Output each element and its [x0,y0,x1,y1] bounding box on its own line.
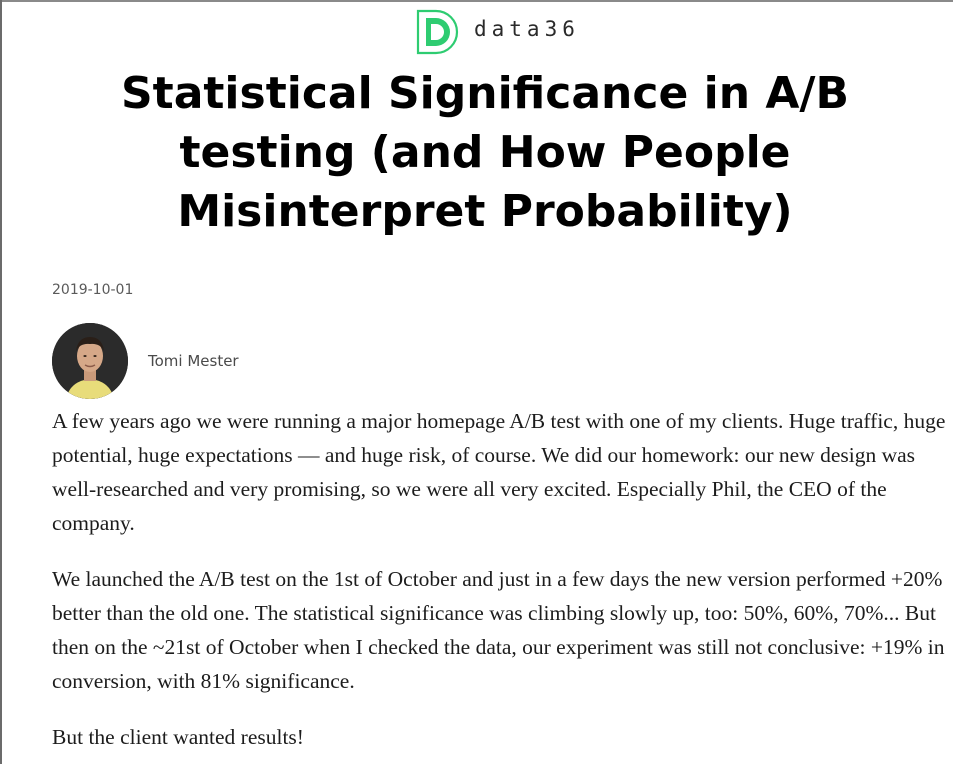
publish-date: 2019-10-01 [52,282,134,298]
window-left-border [0,0,2,764]
author-photo-icon [52,323,128,399]
author-avatar [52,323,128,399]
site-logo[interactable]: data36 [414,4,580,60]
window-top-border [0,0,953,2]
logo-wordmark: data36 [474,17,580,41]
author-name[interactable]: Tomi Mester [148,352,239,370]
article-paragraph: We launched the A/B test on the 1st of O… [52,567,945,693]
article-title: Statistical Significance in A/B testing … [120,68,850,237]
article-paragraph: A few years ago we were running a major … [52,409,946,535]
data36-logo-icon [416,9,459,55]
article-body: A few years ago we were running a major … [52,404,947,776]
article-paragraph: But the client wanted results! [52,725,304,749]
